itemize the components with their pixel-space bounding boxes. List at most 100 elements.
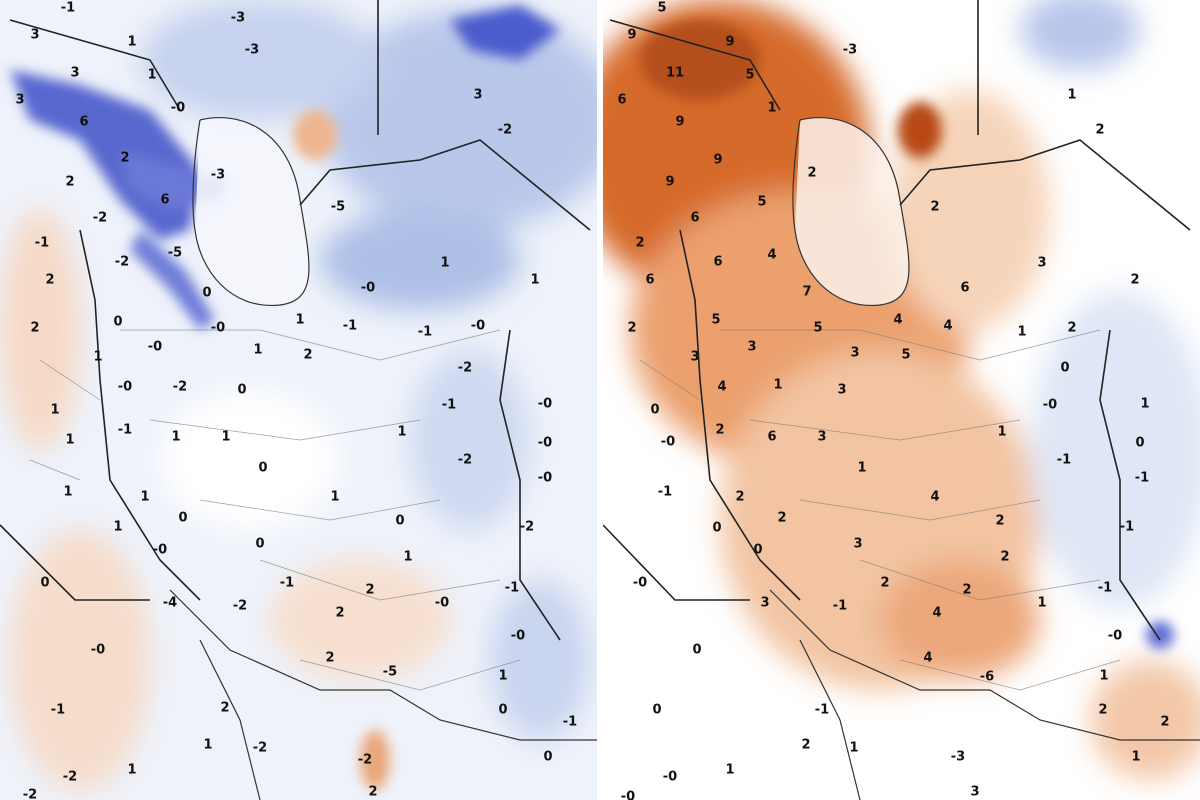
value-label: -3 xyxy=(245,43,259,58)
value-label: 2 xyxy=(1000,550,1009,565)
value-label: -2 xyxy=(63,770,77,785)
value-label: -0 xyxy=(511,629,525,644)
value-label: 5 xyxy=(757,195,766,210)
value-label: 1 xyxy=(403,550,412,565)
value-label: -2 xyxy=(458,453,472,468)
value-label: 9 xyxy=(675,115,684,130)
value-label: 5 xyxy=(711,313,720,328)
value-label: -2 xyxy=(93,211,107,226)
value-label: 0 xyxy=(1060,361,1069,376)
value-label: 1 xyxy=(857,461,866,476)
value-label: -0 xyxy=(171,101,185,116)
value-label: 4 xyxy=(943,319,952,334)
value-label: 1 xyxy=(330,490,339,505)
value-label: 1 xyxy=(773,378,782,393)
value-label: 1 xyxy=(1099,669,1108,684)
value-label: 2 xyxy=(1098,703,1107,718)
value-label: 2 xyxy=(303,348,312,363)
value-label: -0 xyxy=(118,380,132,395)
value-label: -0 xyxy=(538,436,552,451)
value-label: 0 xyxy=(692,643,701,658)
value-label: 6 xyxy=(617,93,626,108)
value-label: 1 xyxy=(221,430,230,445)
value-label: 2 xyxy=(962,583,971,598)
value-label: 1 xyxy=(140,490,149,505)
value-label: 7 xyxy=(802,285,811,300)
value-label: 1 xyxy=(767,101,776,116)
value-label: 6 xyxy=(645,273,654,288)
value-label: -0 xyxy=(1043,398,1057,413)
value-label: -5 xyxy=(383,665,397,680)
value-label: 2 xyxy=(120,151,129,166)
value-label: 1 xyxy=(849,741,858,756)
value-label: 1 xyxy=(1067,88,1076,103)
value-label: 3 xyxy=(837,383,846,398)
value-label: 3 xyxy=(853,537,862,552)
value-label: -0 xyxy=(153,543,167,558)
value-label: 1 xyxy=(1037,596,1046,611)
value-label: 2 xyxy=(45,273,54,288)
value-label: -1 xyxy=(815,703,829,718)
value-label: -0 xyxy=(621,790,635,800)
value-label: -1 xyxy=(51,703,65,718)
value-label: 1 xyxy=(147,68,156,83)
value-label: -1 xyxy=(118,423,132,438)
value-label: 0 xyxy=(652,703,661,718)
value-label: 3 xyxy=(70,66,79,81)
value-label: -1 xyxy=(343,319,357,334)
value-label: 2 xyxy=(1067,321,1076,336)
value-label: -1 xyxy=(563,715,577,730)
value-label: -2 xyxy=(23,788,37,800)
value-label: 1 xyxy=(50,403,59,418)
value-label: 2 xyxy=(220,701,229,716)
value-label: 0 xyxy=(543,750,552,765)
value-label: 2 xyxy=(65,175,74,190)
value-label: -3 xyxy=(843,43,857,58)
value-label: -5 xyxy=(331,200,345,215)
value-label: 3 xyxy=(760,596,769,611)
value-label: 2 xyxy=(325,651,334,666)
value-label: 6 xyxy=(160,193,169,208)
value-label: 3 xyxy=(970,785,979,800)
value-label: 9 xyxy=(665,175,674,190)
value-label: 4 xyxy=(767,248,776,263)
value-label: 6 xyxy=(960,281,969,296)
value-label: -2 xyxy=(458,361,472,376)
value-label: -1 xyxy=(1057,453,1071,468)
value-label: -0 xyxy=(148,340,162,355)
value-label: -6 xyxy=(980,670,994,685)
value-label: 2 xyxy=(735,490,744,505)
value-label: 0 xyxy=(258,461,267,476)
value-label: -1 xyxy=(35,236,49,251)
value-label: 1 xyxy=(93,350,102,365)
value-label: -2 xyxy=(520,520,534,535)
value-label: -0 xyxy=(538,397,552,412)
value-label: -0 xyxy=(1108,629,1122,644)
value-label: 1 xyxy=(530,273,539,288)
value-label: 0 xyxy=(712,521,721,536)
value-label: -2 xyxy=(498,123,512,138)
value-label: -0 xyxy=(471,319,485,334)
value-label: -1 xyxy=(505,581,519,596)
value-label: 3 xyxy=(690,350,699,365)
left-map xyxy=(0,0,597,800)
value-label: 2 xyxy=(880,576,889,591)
value-label: -3 xyxy=(951,750,965,765)
value-label: 9 xyxy=(627,28,636,43)
value-label: -4 xyxy=(163,596,177,611)
value-label: -0 xyxy=(538,471,552,486)
value-label: 1 xyxy=(171,430,180,445)
value-label: 5 xyxy=(813,321,822,336)
value-label: 3 xyxy=(850,346,859,361)
value-label: 1 xyxy=(295,313,304,328)
value-label: 6 xyxy=(767,430,776,445)
value-label: 6 xyxy=(79,115,88,130)
value-label: -3 xyxy=(211,168,225,183)
value-label: 2 xyxy=(627,321,636,336)
value-label: 1 xyxy=(253,343,262,358)
value-label: 2 xyxy=(30,321,39,336)
value-label: 3 xyxy=(15,93,24,108)
value-label: 1 xyxy=(1131,750,1140,765)
value-label: 5 xyxy=(901,348,910,363)
value-label: 1 xyxy=(1017,325,1026,340)
